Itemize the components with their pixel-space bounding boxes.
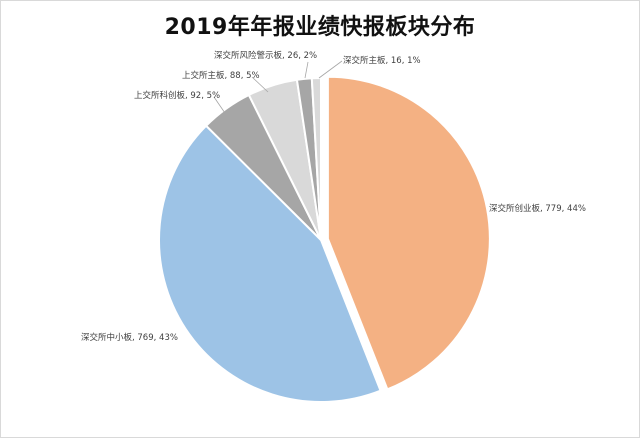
slice-label-0: 深交所创业板, 779, 44% <box>489 203 586 214</box>
slice-label-1: 深交所中小板, 769, 43% <box>81 332 178 343</box>
pie-slice-1 <box>158 124 382 403</box>
pie-slice-0 <box>326 75 491 391</box>
slice-label-4: 深交所风险警示板, 26, 2% <box>214 50 317 61</box>
slice-label-5: 深交所主板, 16, 1% <box>343 55 421 66</box>
leader-line-4 <box>304 61 309 79</box>
slice-label-2: 上交所科创板, 92, 5% <box>134 90 220 101</box>
pie-slice-5 <box>310 76 322 241</box>
chart-title: 2019年年报业绩快报板块分布 <box>164 15 476 40</box>
leader-line-3 <box>251 76 269 93</box>
leader-line-5 <box>318 60 343 79</box>
leader-line-2 <box>213 96 228 117</box>
slice-label-3: 上交所主板, 88, 5% <box>182 70 260 81</box>
